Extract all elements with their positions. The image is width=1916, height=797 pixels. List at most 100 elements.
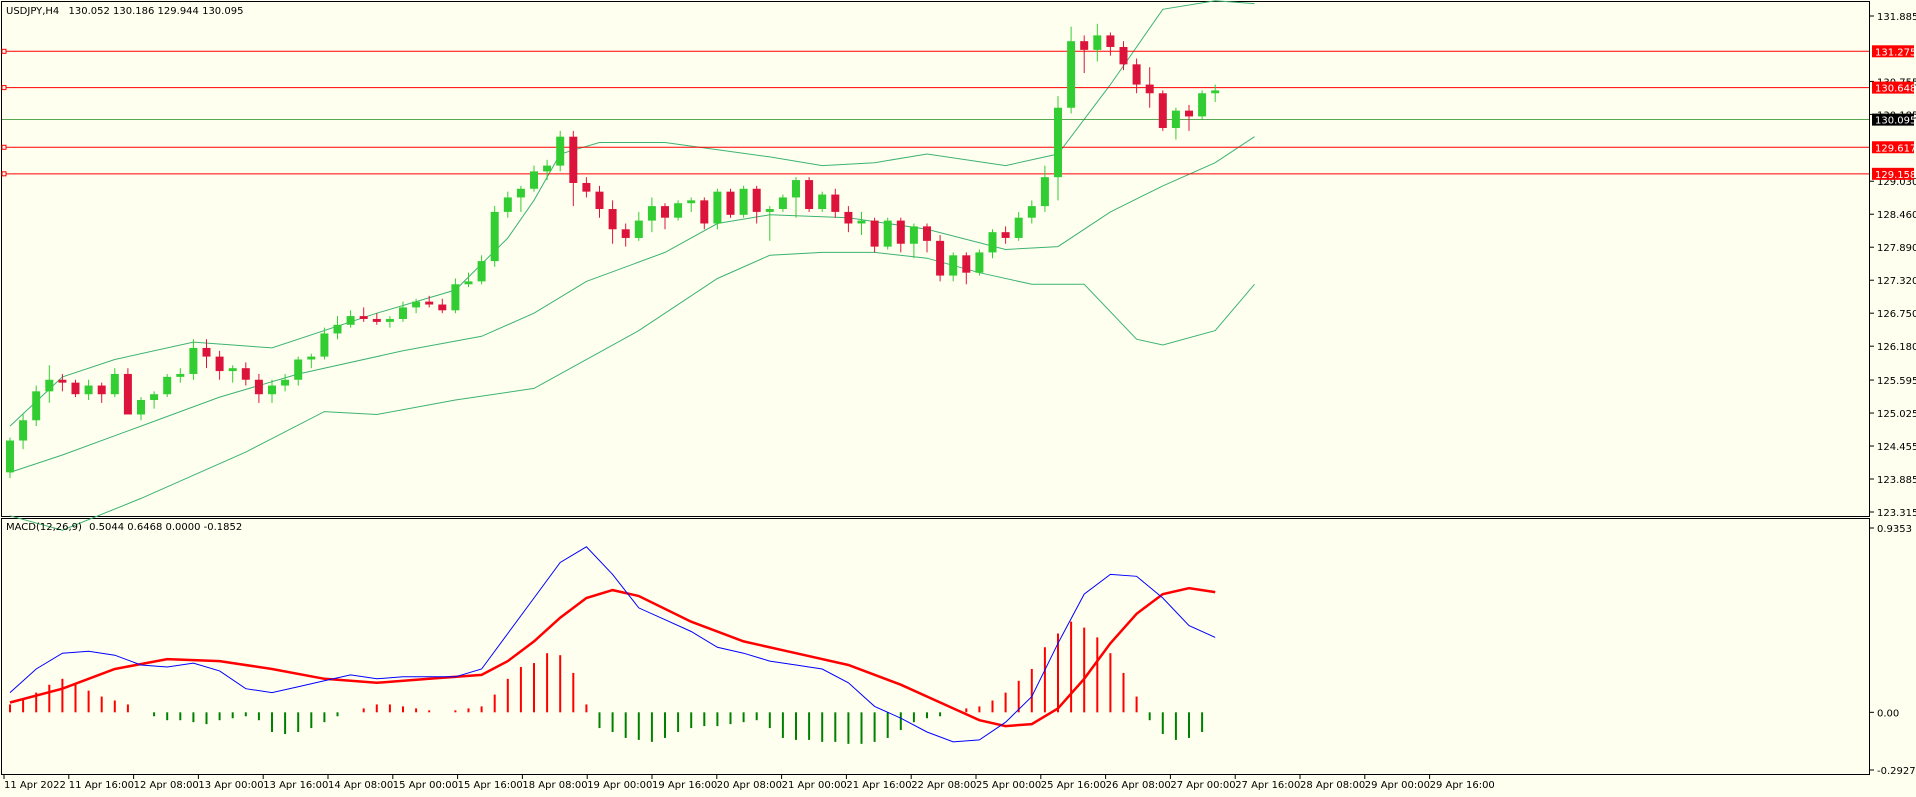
candle	[1093, 23, 1102, 62]
level-handle[interactable]	[1, 144, 7, 150]
time-tick-label: 25 Apr 16:00	[1041, 780, 1106, 791]
time-tick-label: 21 Apr 16:00	[846, 780, 911, 791]
candle	[1054, 96, 1062, 201]
macd-signal-line	[9, 586, 1216, 728]
candle-body	[687, 200, 696, 204]
candle-body	[503, 197, 512, 212]
level-handle[interactable]	[1, 85, 7, 91]
candle	[268, 379, 276, 403]
price-axis: 131.885130.755130.185129.030128.460127.8…	[1869, 12, 1916, 519]
candle	[346, 310, 355, 328]
candle	[490, 206, 499, 267]
current-price-label: 130.095	[1872, 113, 1916, 127]
candle	[530, 165, 538, 192]
price-tick-label: 131.885	[1877, 12, 1916, 23]
candle-body	[975, 252, 984, 273]
candle	[1171, 107, 1180, 140]
price-tick-label: 126.750	[1877, 309, 1916, 320]
candle-body	[726, 191, 735, 215]
candle-body	[58, 379, 67, 383]
macd-tick-label: -0.2927	[1877, 766, 1916, 777]
candle-body	[110, 373, 119, 395]
candle	[163, 373, 172, 398]
candle	[1080, 35, 1089, 74]
candle-body	[97, 385, 106, 395]
candle-body	[936, 240, 945, 276]
candle	[1106, 32, 1115, 56]
candle-body	[425, 301, 434, 305]
candle-body	[281, 379, 290, 386]
candle	[739, 185, 748, 218]
time-tick-label: 13 Apr 16:00	[263, 780, 328, 791]
candle	[765, 206, 774, 241]
candle	[949, 252, 958, 282]
candle-body	[1171, 110, 1180, 128]
level-price-text: 130.648	[1875, 84, 1916, 95]
candle-body	[294, 359, 303, 380]
candle	[503, 191, 512, 218]
candle-body	[569, 136, 578, 183]
candle	[988, 229, 997, 259]
candle-body	[883, 220, 892, 247]
time-tick-label: 11 Apr 2022	[4, 780, 66, 791]
time-tick-label: 12 Apr 08:00	[134, 780, 199, 791]
candle-body	[490, 211, 499, 262]
time-tick-label: 25 Apr 00:00	[976, 780, 1041, 791]
level-handle[interactable]	[1, 171, 7, 177]
level-price-label: 129.617	[1872, 141, 1916, 154]
candle-body	[333, 324, 342, 334]
level-price-label: 131.275	[1872, 45, 1916, 58]
price-tick-label: 127.320	[1877, 276, 1916, 287]
candle-body	[228, 368, 237, 372]
candle-body	[674, 203, 683, 218]
candle	[883, 217, 892, 250]
candle-body	[1054, 107, 1062, 178]
candle-body	[1211, 90, 1220, 94]
macd-label: MACD(12,26,9)	[6, 522, 82, 533]
candle-body	[621, 229, 630, 238]
candle-body	[451, 284, 460, 311]
candle-body	[359, 316, 368, 319]
candle	[1001, 226, 1010, 244]
candle	[58, 373, 67, 392]
candle	[752, 185, 761, 224]
candle	[372, 313, 381, 325]
candle	[831, 188, 840, 218]
candle-body	[1014, 217, 1023, 238]
candle	[294, 356, 303, 386]
time-tick-label: 22 Apr 08:00	[911, 780, 976, 791]
candle	[647, 197, 656, 233]
time-axis: 11 Apr 2022 11 Apr 16:00 12 Apr 08:00 13 Ap…	[3, 775, 1495, 791]
candle	[71, 379, 80, 398]
level-price-label: 129.158	[1872, 167, 1916, 181]
candle-body	[71, 382, 80, 395]
current-price-text: 130.095	[1875, 116, 1916, 127]
candle-body	[123, 373, 132, 415]
candle	[674, 200, 683, 221]
macd-main-line	[9, 546, 1216, 743]
candle	[543, 159, 552, 181]
candlesticks	[6, 23, 1220, 479]
candle	[333, 316, 342, 340]
candle	[464, 272, 473, 288]
candle	[1198, 90, 1207, 120]
candle-body	[1145, 84, 1154, 94]
candle-body	[163, 376, 172, 395]
ohlc-values: 130.052 130.186 129.944 130.095	[68, 6, 243, 17]
candle-body	[320, 333, 329, 357]
candle	[805, 177, 814, 212]
level-handle[interactable]	[1, 48, 7, 54]
candle	[595, 185, 604, 218]
candle-body	[372, 318, 381, 322]
candle	[1040, 165, 1049, 212]
time-tick-label: 19 Apr 16:00	[652, 780, 717, 791]
candle-body	[1132, 64, 1141, 85]
candle-body	[896, 220, 905, 244]
candle	[399, 301, 407, 322]
candle-body	[831, 194, 840, 212]
time-tick-label: 15 Apr 16:00	[458, 780, 523, 791]
candle-body	[1001, 232, 1010, 238]
candle-body	[778, 197, 787, 210]
candle-body	[765, 209, 774, 212]
